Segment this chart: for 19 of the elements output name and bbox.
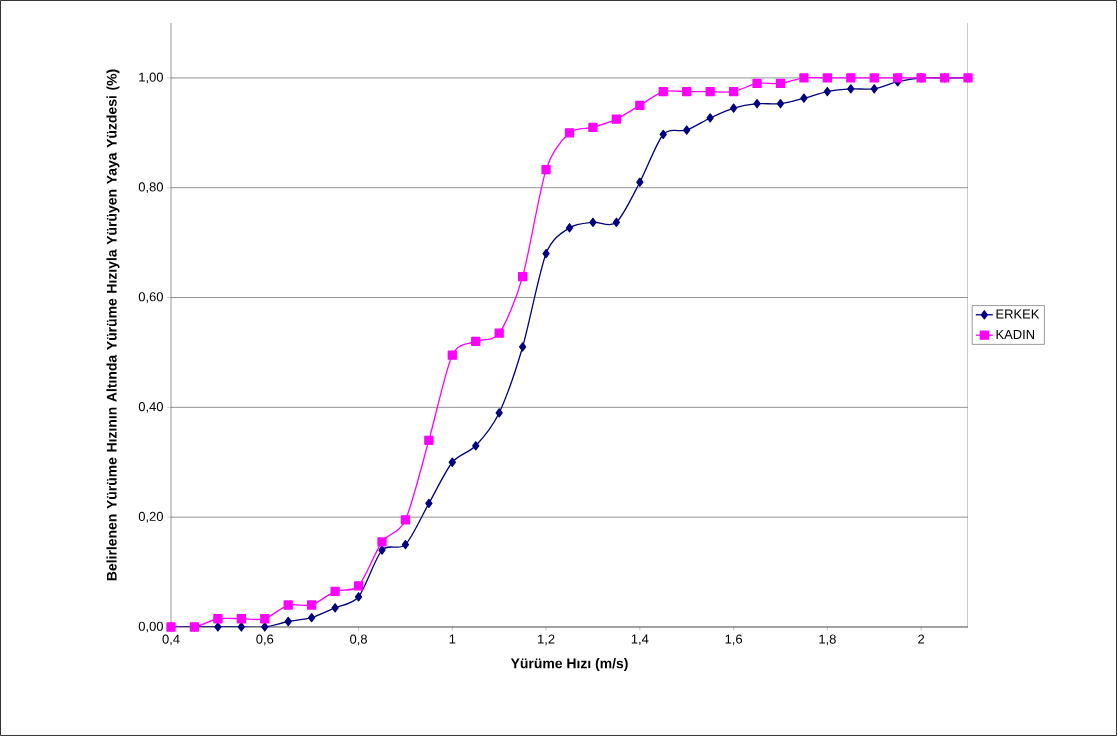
x-tick-label: 1,6 (725, 634, 743, 646)
y-tick-label: 0,80 (138, 182, 163, 194)
legend-label: KADIN (996, 329, 1035, 339)
legend-label: ERKEK (996, 309, 1040, 319)
x-tick-label: 0,4 (162, 634, 180, 646)
y-tick-label: 1,00 (139, 72, 163, 84)
x-tick-label: 1 (449, 634, 456, 644)
y-tick-label: 0,00 (138, 621, 163, 633)
x-tick-label: 1,2 (538, 634, 555, 646)
y-tick-label: 0,60 (138, 292, 163, 303)
x-tick-label: 0,8 (350, 634, 367, 646)
x-tick-label: 2 (918, 634, 925, 644)
y-tick-label: 0,20 (138, 511, 163, 523)
x-axis-title: Yürüme Hızı (m/s) (510, 658, 628, 672)
x-tick-label: 1,8 (819, 634, 836, 646)
x-tick-label: 0,6 (256, 634, 274, 646)
y-tick-label: 0,40 (138, 401, 163, 413)
y-axis-title: Belirlenen Yürüme Hızının Altında Yürüme Hızıyla Yürüyen Yaya Yüzdesi (%) (106, 69, 120, 581)
x-tick-label: 1,4 (631, 634, 649, 646)
